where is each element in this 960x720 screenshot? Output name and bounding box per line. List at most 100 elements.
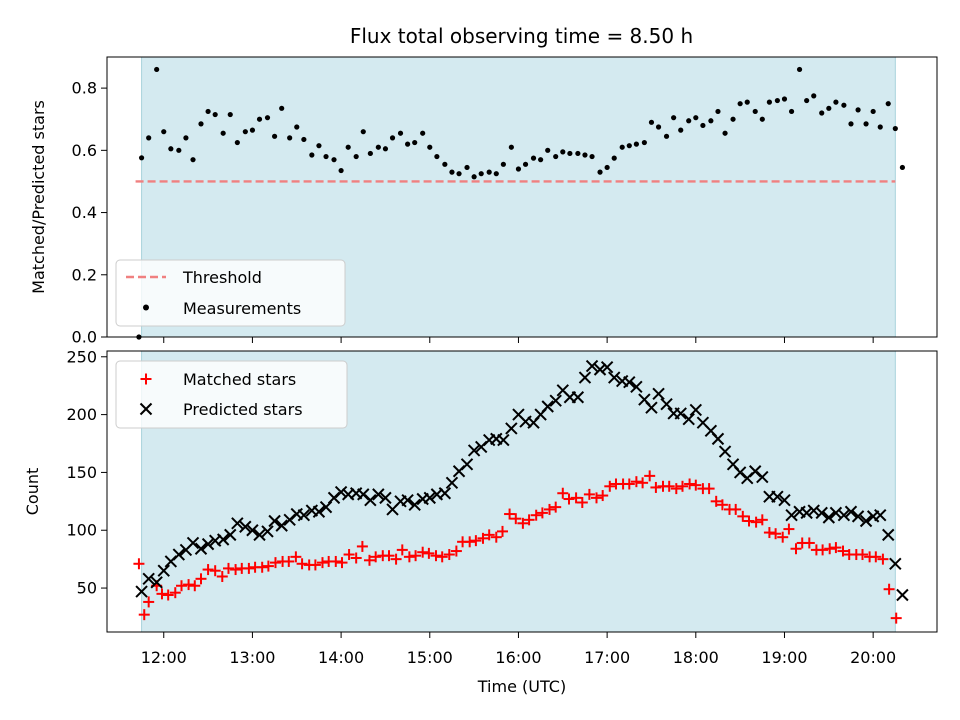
predicted-star-marker [844,505,858,518]
y-tick-label: 0.4 [72,203,97,222]
matched-star-marker [363,554,375,566]
measurement-point [471,174,477,180]
measurement-point [442,161,448,167]
matched-stars-layer [133,470,902,624]
measurement-point [242,129,248,135]
matched-star-marker [557,487,569,499]
predicted-star-marker [585,359,599,373]
matched-star-marker [290,551,302,563]
predicted-star-marker [379,491,392,505]
matched-star-marker [770,528,782,540]
matched-star-marker [133,558,145,570]
measurement-point [138,155,145,161]
measurement-point [700,122,706,129]
predicted-star-marker [460,458,474,471]
measurement-point [530,155,537,161]
measurement-point [168,146,174,152]
y-tick-label: 50 [77,579,97,598]
matched-star-marker [756,514,768,526]
measurement-point [486,169,492,175]
measurement-point [759,116,765,122]
matched-star-marker [763,527,775,539]
matched-star-marker [703,483,715,495]
measurement-point [663,133,670,139]
matched-star-marker [563,493,575,505]
matched-star-marker [269,557,281,569]
x-axis-label: Time (UTC) [477,677,566,696]
measurement-point [331,157,337,163]
matched-star-marker [330,555,342,567]
predicted-star-marker [822,511,836,524]
matched-star-marker [857,549,869,561]
measurement-point [220,130,226,136]
predicted-star-marker [231,517,244,530]
matched-star-marker [296,558,308,570]
matched-star-marker [623,478,635,490]
matched-star-marker [583,488,595,500]
predicted-star-marker [438,487,452,500]
matched-star-marker [222,562,234,574]
matched-star-marker [383,550,395,562]
measurement-point [464,164,470,171]
predicted-star-marker [372,488,385,501]
predicted-stars-layer [135,359,909,602]
matched-star-marker [230,564,242,576]
matched-star-marker [750,516,762,528]
matched-star-marker [517,517,529,529]
predicted-star-marker [246,524,259,537]
predicted-star-marker [800,506,813,520]
measurement-point [774,97,780,104]
predicted-star-marker [239,520,252,533]
measurement-point [420,130,426,136]
measurement-point [848,121,854,127]
matched-star-marker [183,579,195,591]
matched-star-marker [644,470,656,482]
matched-star-marker [450,545,462,557]
predicted-star-marker [829,506,843,520]
predicted-star-marker [778,493,791,507]
measurement-point [478,171,484,177]
y-tick-label: 0.0 [72,328,97,347]
predicted-star-marker [645,401,658,414]
predicted-star-marker [859,514,873,528]
bottom-plot-frame [106,350,938,633]
measurement-point [316,143,322,149]
predicted-star-marker [837,508,851,522]
predicted-star-marker [297,508,311,522]
predicted-star-marker [807,504,820,517]
measurement-point [256,116,263,122]
measurement-point [648,119,655,125]
matched-star-marker [410,550,422,562]
x-tick-label: 14:00 [318,648,364,667]
predicted-star-marker [896,588,909,602]
matched-star-marker [570,492,582,504]
measurement-point [294,124,300,130]
matched-star-marker [156,588,168,600]
measurement-point [819,110,825,116]
predicted-star-marker [756,470,769,484]
predicted-star-marker [549,394,562,407]
matched-star-marker [670,483,682,495]
matched-star-marker [604,480,616,492]
matched-star-marker [510,513,522,525]
matched-star-marker [536,507,548,519]
matched-star-marker [890,612,902,624]
measurement-point [515,166,522,172]
matched-star-marker [189,580,201,592]
predicted-star-marker [312,505,326,518]
predicted-star-marker [423,491,436,505]
matched-star-marker [436,551,448,563]
matched-star-marker [777,531,789,543]
measurement-point [626,143,632,149]
matched-star-marker [730,503,742,515]
measurement-point [353,153,359,160]
top-y-axis-label: Matched/Predicted stars [29,100,48,294]
predicted-star-marker [505,422,518,435]
x-tick-label: 13:00 [229,648,275,667]
measurement-point [522,161,529,167]
matched-star-marker [597,490,609,502]
measurement-point [360,129,366,135]
measurement-point [287,135,293,141]
matched-star-marker [417,546,429,558]
